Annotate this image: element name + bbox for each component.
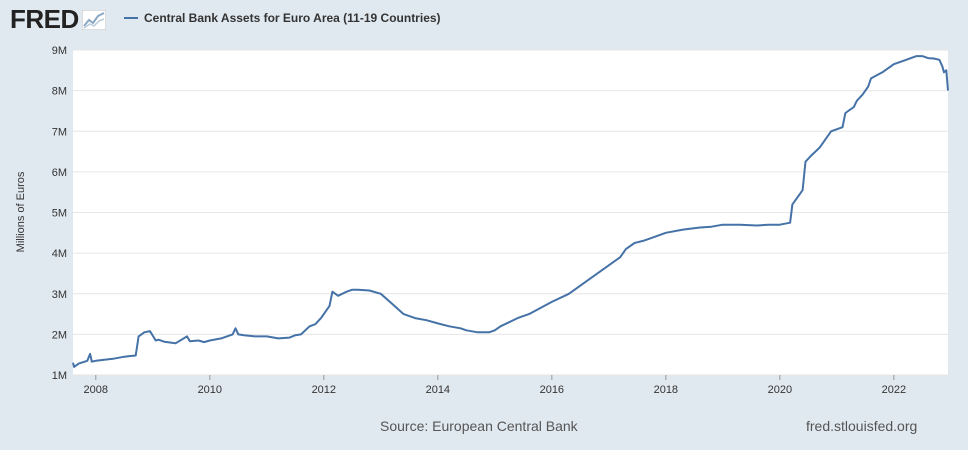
x-tick-label: 2020 bbox=[768, 384, 792, 396]
chart-header: FRED Central Bank Assets for Euro Area (… bbox=[0, 0, 968, 38]
fred-logo-graph-icon bbox=[81, 10, 106, 30]
x-tick-label: 2010 bbox=[198, 384, 222, 396]
series-group bbox=[72, 55, 949, 368]
y-tick-label: 4M bbox=[52, 248, 67, 260]
fred-logo[interactable]: FRED bbox=[10, 6, 106, 32]
grid-lines bbox=[73, 49, 948, 376]
legend-series-title: Central Bank Assets for Euro Area (11-19… bbox=[144, 11, 441, 25]
chart-legend: Central Bank Assets for Euro Area (11-19… bbox=[124, 11, 441, 25]
y-tick-label: 2M bbox=[52, 329, 67, 341]
y-tick-label: 8M bbox=[52, 86, 67, 98]
legend-line-swatch bbox=[124, 17, 138, 19]
x-tick-label: 2008 bbox=[84, 384, 108, 396]
fred-site-link[interactable]: fred.stlouisfed.org bbox=[806, 418, 918, 434]
x-tick-label: 2012 bbox=[312, 384, 336, 396]
y-axis-ticks: 1M 2M 3M 4M 5M 6M 7M 8M 9M bbox=[52, 45, 67, 382]
y-tick-label: 7M bbox=[52, 126, 67, 138]
y-tick-label: 5M bbox=[52, 208, 67, 220]
x-tick-label: 2022 bbox=[882, 384, 906, 396]
x-tick-label: 2016 bbox=[540, 384, 564, 396]
source-note: Source: European Central Bank bbox=[380, 418, 578, 434]
y-tick-label: 1M bbox=[52, 370, 67, 382]
y-tick-label: 9M bbox=[52, 45, 67, 57]
y-tick-label: 3M bbox=[52, 289, 67, 301]
y-axis-title: Millions of Euros bbox=[15, 171, 27, 252]
y-tick-label: 6M bbox=[52, 167, 67, 179]
x-tick-label: 2014 bbox=[426, 384, 450, 396]
x-axis-ticks: 2008 2010 2012 2014 2016 2018 2020 2022 bbox=[84, 375, 906, 396]
series-line[interactable] bbox=[72, 55, 949, 368]
fred-logo-text: FRED bbox=[10, 4, 79, 34]
x-tick-label: 2018 bbox=[654, 384, 678, 396]
